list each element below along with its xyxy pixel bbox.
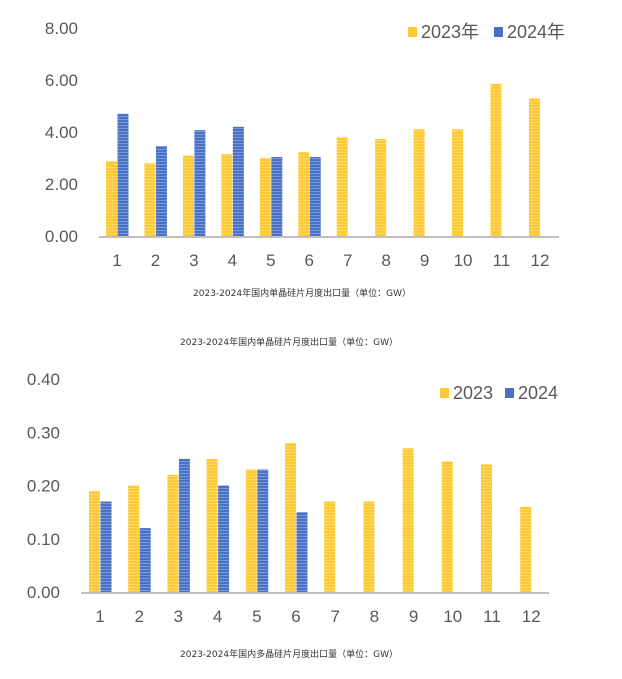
bar-2023-6 (285, 442, 296, 592)
bar-2024年-3 (194, 130, 206, 236)
legend-swatch-2024 (505, 388, 514, 398)
chart1-caption: 2023-2024年国内单晶硅片月度出口量（单位：GW） (193, 289, 411, 299)
x-tick-label: 2 (151, 251, 160, 270)
bar-2023年-4 (221, 154, 233, 236)
bar-2023-12 (520, 506, 532, 592)
bar-2024年-5 (271, 156, 283, 236)
x-tick-label: 6 (291, 607, 300, 626)
x-tick-label: 4 (228, 251, 237, 270)
bar-2024-3 (178, 458, 190, 592)
bar-2024年-2 (155, 146, 167, 236)
x-tick-label: 11 (493, 251, 511, 270)
y-tick-label: 0.20 (27, 477, 60, 496)
bar-2023年-12 (528, 98, 540, 236)
x-tick-label: 4 (213, 607, 222, 626)
bar-2023年-9 (413, 129, 425, 236)
x-tick-label: 7 (330, 607, 339, 626)
legend-label: 2023年 (421, 22, 479, 42)
bar-2023年-1 (106, 161, 117, 236)
y-tick-label: 0.30 (27, 423, 60, 442)
y-tick-label: 8.00 (45, 19, 78, 38)
repeated-caption: 2023-2024年国内单晶硅片月度出口量（单位：GW） (180, 338, 398, 348)
bar-2024-6 (296, 512, 308, 592)
bar-2023-5 (245, 469, 257, 592)
bar-2024-5 (257, 469, 269, 592)
legend-label: 2024 (518, 383, 558, 403)
bar-2023-10 (441, 461, 453, 592)
x-tick-label: 12 (522, 607, 541, 626)
x-tick-label: 8 (381, 251, 390, 270)
x-tick-label: 1 (95, 607, 104, 626)
chart-monocrystalline: 0.002.004.006.008.001 2 3 4 5 6 7 8 9 10 11 122023年… (45, 19, 565, 270)
bar-2023年-10 (452, 129, 464, 236)
y-tick-label: 0.10 (27, 530, 60, 549)
bar-2023年-6 (298, 152, 310, 236)
legend-label: 2024年 (507, 22, 565, 42)
y-tick-label: 4.00 (45, 123, 78, 142)
bar-2023年-11 (490, 83, 502, 237)
x-tick-label: 5 (252, 607, 261, 626)
x-tick-label: 5 (266, 251, 275, 270)
bar-2023-4 (206, 458, 218, 592)
x-tick-label: 11 (483, 607, 501, 626)
bar-2024-1 (100, 501, 112, 592)
x-tick-label: 1 (112, 251, 121, 270)
x-tick-label: 2 (134, 607, 143, 626)
x-tick-label: 6 (305, 251, 314, 270)
bar-2023-2 (128, 485, 140, 592)
x-tick-label: 3 (189, 251, 198, 270)
x-tick-label: 9 (420, 251, 429, 270)
y-tick-label: 2.00 (45, 175, 78, 194)
bar-2023年-3 (182, 155, 194, 236)
y-tick-label: 6.00 (45, 71, 78, 90)
y-tick-label: 0.00 (45, 227, 78, 246)
bar-2023-11 (481, 464, 492, 592)
chart2-caption: 2023-2024年国内多晶硅片月度出口量（单位：GW） (180, 650, 398, 660)
bar-2023-3 (167, 474, 179, 592)
legend-swatch-2023 (440, 388, 449, 398)
bar-2023-7 (324, 501, 336, 592)
bar-2024-4 (218, 485, 230, 592)
bar-2024年-4 (232, 126, 244, 236)
bar-2023年-8 (375, 139, 387, 236)
x-tick-label: 9 (409, 607, 418, 626)
legend-label: 2023 (453, 383, 493, 403)
x-tick-label: 3 (174, 607, 183, 626)
legend-swatch-2023年 (408, 27, 417, 37)
y-tick-label: 0.40 (27, 370, 60, 389)
legend-swatch-2024年 (494, 27, 503, 37)
bar-2024-2 (139, 528, 151, 592)
x-tick-label: 10 (454, 251, 473, 270)
bar-2023年-2 (144, 163, 156, 236)
y-tick-label: 0.00 (27, 583, 60, 602)
x-tick-label: 7 (343, 251, 352, 270)
bar-2024年-6 (309, 156, 321, 236)
x-tick-label: 10 (443, 607, 462, 626)
x-tick-label: 8 (370, 607, 379, 626)
bar-2023年-7 (336, 137, 348, 236)
bar-2023-1 (89, 490, 100, 592)
bar-2023年-5 (259, 158, 271, 236)
bar-2023-9 (402, 448, 414, 592)
x-tick-label: 12 (530, 251, 549, 270)
bar-2024年-1 (117, 113, 129, 236)
bar-2023-8 (363, 501, 375, 592)
